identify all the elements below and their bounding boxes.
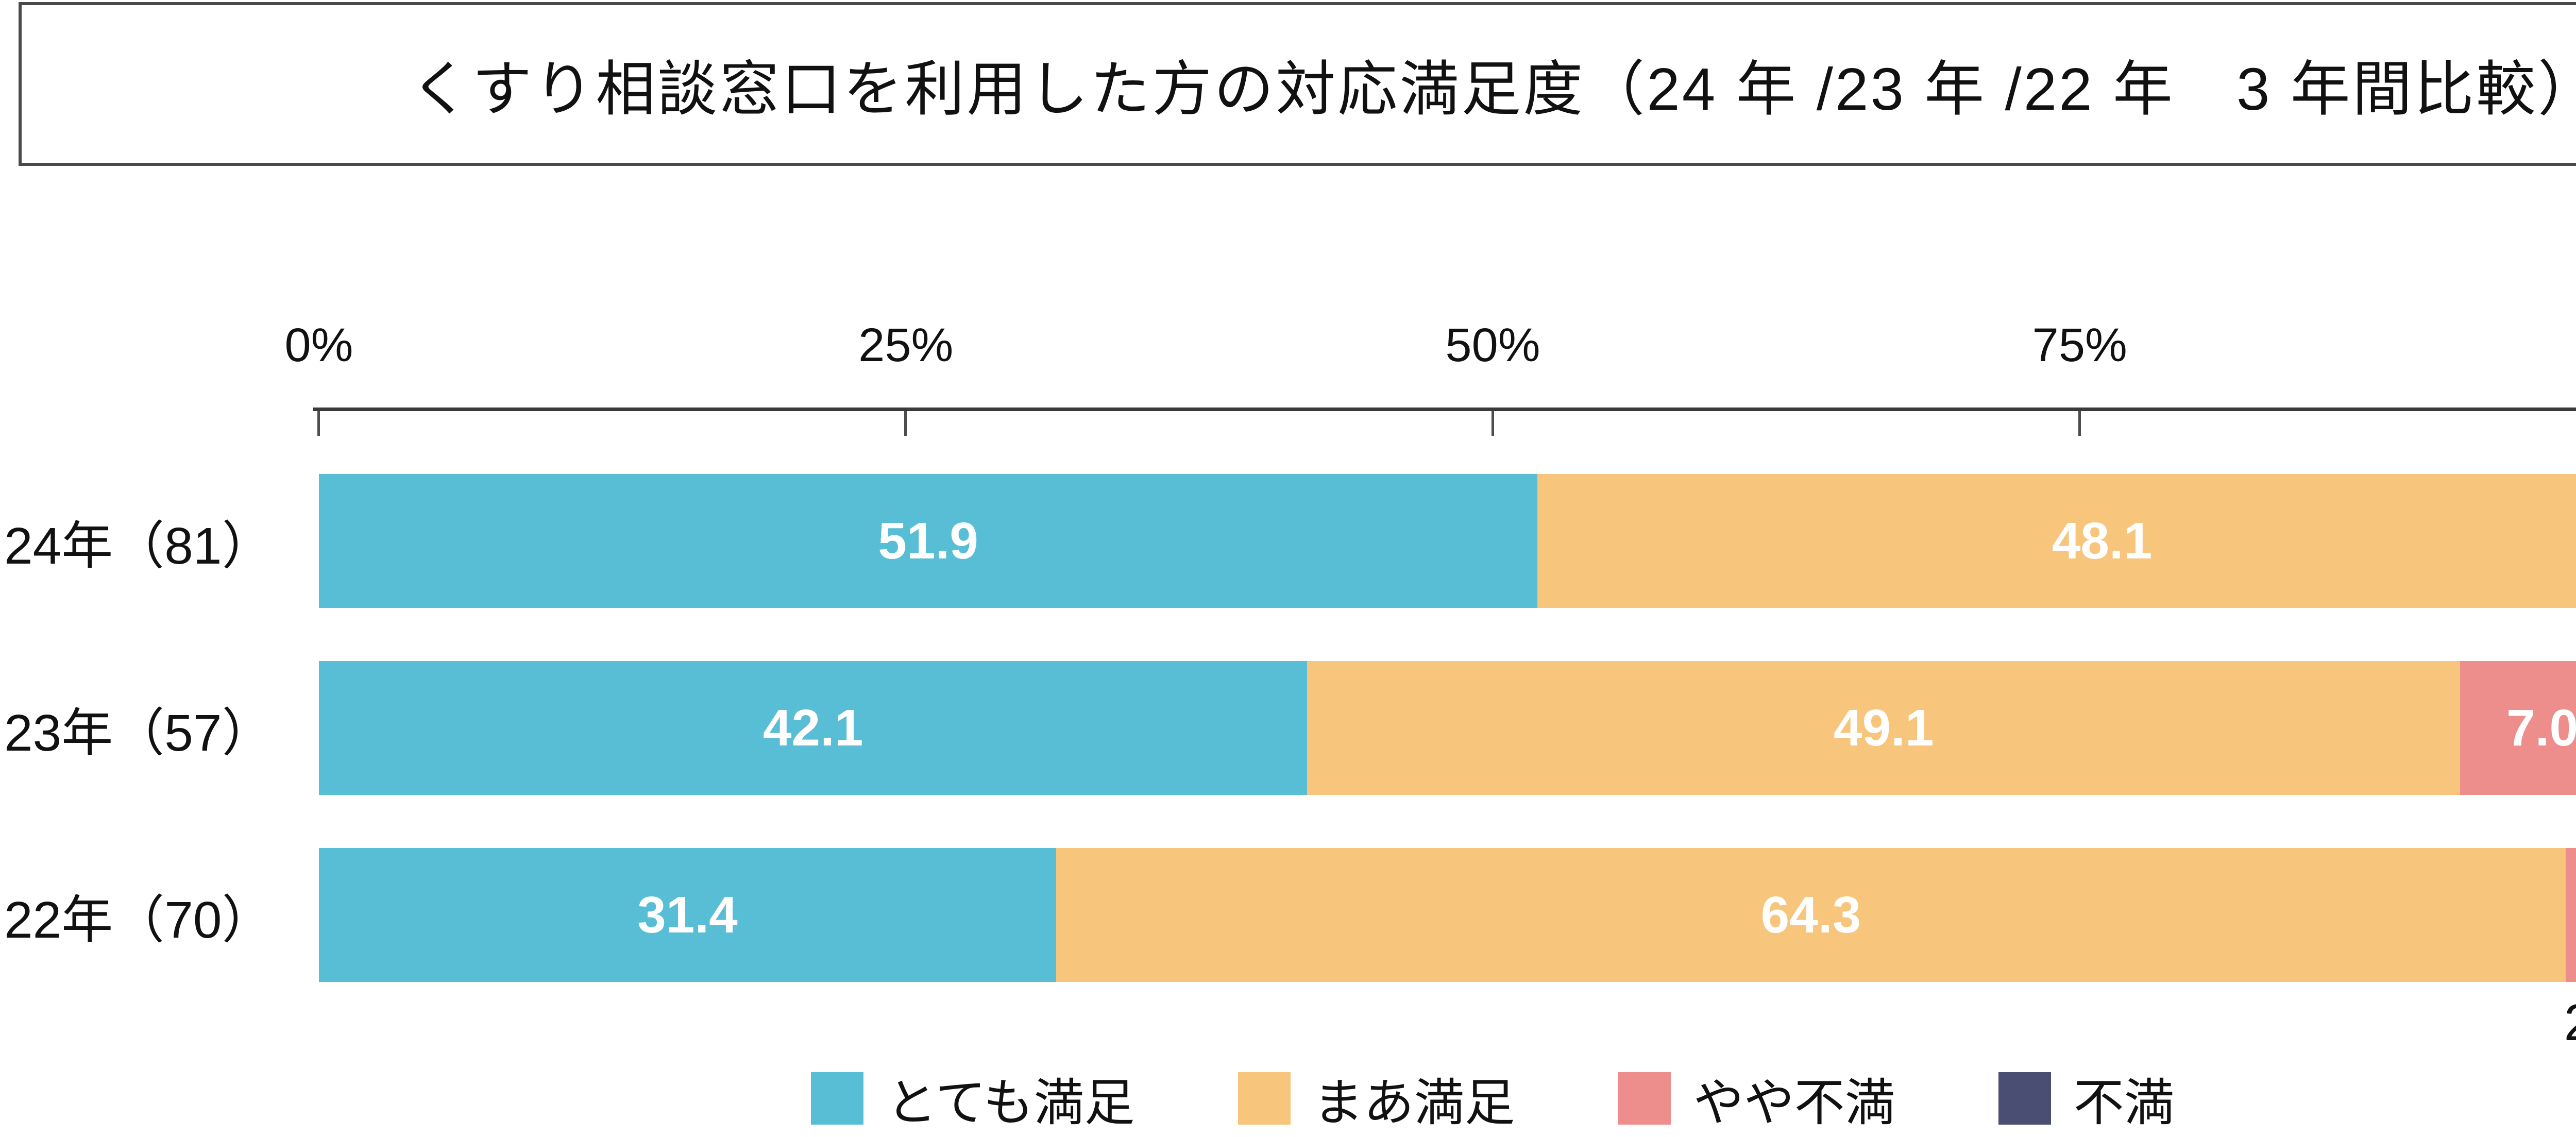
chart-title: くすり相談窓口を利用した方の対応満足度（24 年 /23 年 /22 年 3 年… (410, 56, 2576, 123)
segment-somewhat-dissatisfied: 7.0 (2460, 661, 2576, 795)
row-label: 24年（81） (4, 517, 274, 575)
legend-item-somewhat-satisfied: まあ満足 (1238, 1062, 1515, 1135)
x-axis-tick-label: 100% (2564, 318, 2576, 372)
x-axis-tick-mark (904, 411, 907, 436)
x-axis-tick-label: 50% (1445, 319, 1540, 371)
legend-item-very-satisfied: とても満足 (811, 1062, 1135, 1135)
legend-label: とても満足 (886, 1074, 1135, 1131)
segment-somewhat-dissatisfied (2566, 848, 2576, 982)
segment-value: 42.1 (762, 699, 863, 757)
segment-very-satisfied: 42.1 (319, 661, 1308, 795)
segment-somewhat-satisfied: 48.1 (1537, 474, 2576, 608)
row-label: 23年（57） (4, 704, 274, 762)
x-axis-tick-mark (317, 411, 320, 436)
segment-value: 7.0 (2506, 699, 2576, 757)
segment-value: 64.3 (1760, 886, 1861, 944)
stacked-bar: 31.4 64.3 (319, 848, 2576, 982)
x-axis-tick-label: 0% (284, 319, 353, 371)
legend-label: まあ満足 (1313, 1074, 1515, 1131)
legend-swatch-dissatisfied (1998, 1072, 2051, 1125)
x-axis-tick-label: 75% (2032, 319, 2127, 371)
x-axis-line (313, 408, 2576, 411)
segment-somewhat-satisfied: 64.3 (1056, 848, 2566, 982)
segment-value: 31.4 (637, 886, 738, 944)
segment-value-below: 2.9 (2517, 993, 2576, 1053)
segment-value: 48.1 (2052, 512, 2153, 570)
legend-label: 不満 (2073, 1074, 2175, 1131)
legend-label: やや不満 (1693, 1074, 1895, 1131)
segment-value: 51.9 (878, 512, 978, 570)
legend-swatch-very-satisfied (811, 1072, 864, 1125)
legend-item-somewhat-dissatisfied: やや不満 (1618, 1062, 1895, 1135)
legend-swatch-somewhat-dissatisfied (1618, 1072, 1671, 1125)
x-axis-tick-label: 25% (858, 319, 954, 371)
legend: とても満足 まあ満足 やや不満 不満 (319, 1067, 2576, 1131)
legend-swatch-somewhat-satisfied (1238, 1072, 1291, 1125)
stacked-bar: 51.9 48.1 (319, 474, 2576, 608)
row-label: 22年（70） (4, 891, 274, 949)
title-box: くすり相談窓口を利用した方の対応満足度（24 年 /23 年 /22 年 3 年… (19, 2, 2576, 166)
segment-very-satisfied: 31.4 (319, 848, 1056, 982)
segment-value: 49.1 (1833, 699, 1934, 757)
legend-item-dissatisfied: 不満 (1998, 1062, 2175, 1135)
segment-somewhat-satisfied: 49.1 (1307, 661, 2460, 795)
stacked-bar: 42.1 49.1 7.0 (319, 661, 2576, 795)
x-axis-tick-mark (1491, 411, 1494, 436)
segment-very-satisfied: 51.9 (319, 474, 1538, 608)
x-axis-tick-mark (2078, 411, 2081, 436)
